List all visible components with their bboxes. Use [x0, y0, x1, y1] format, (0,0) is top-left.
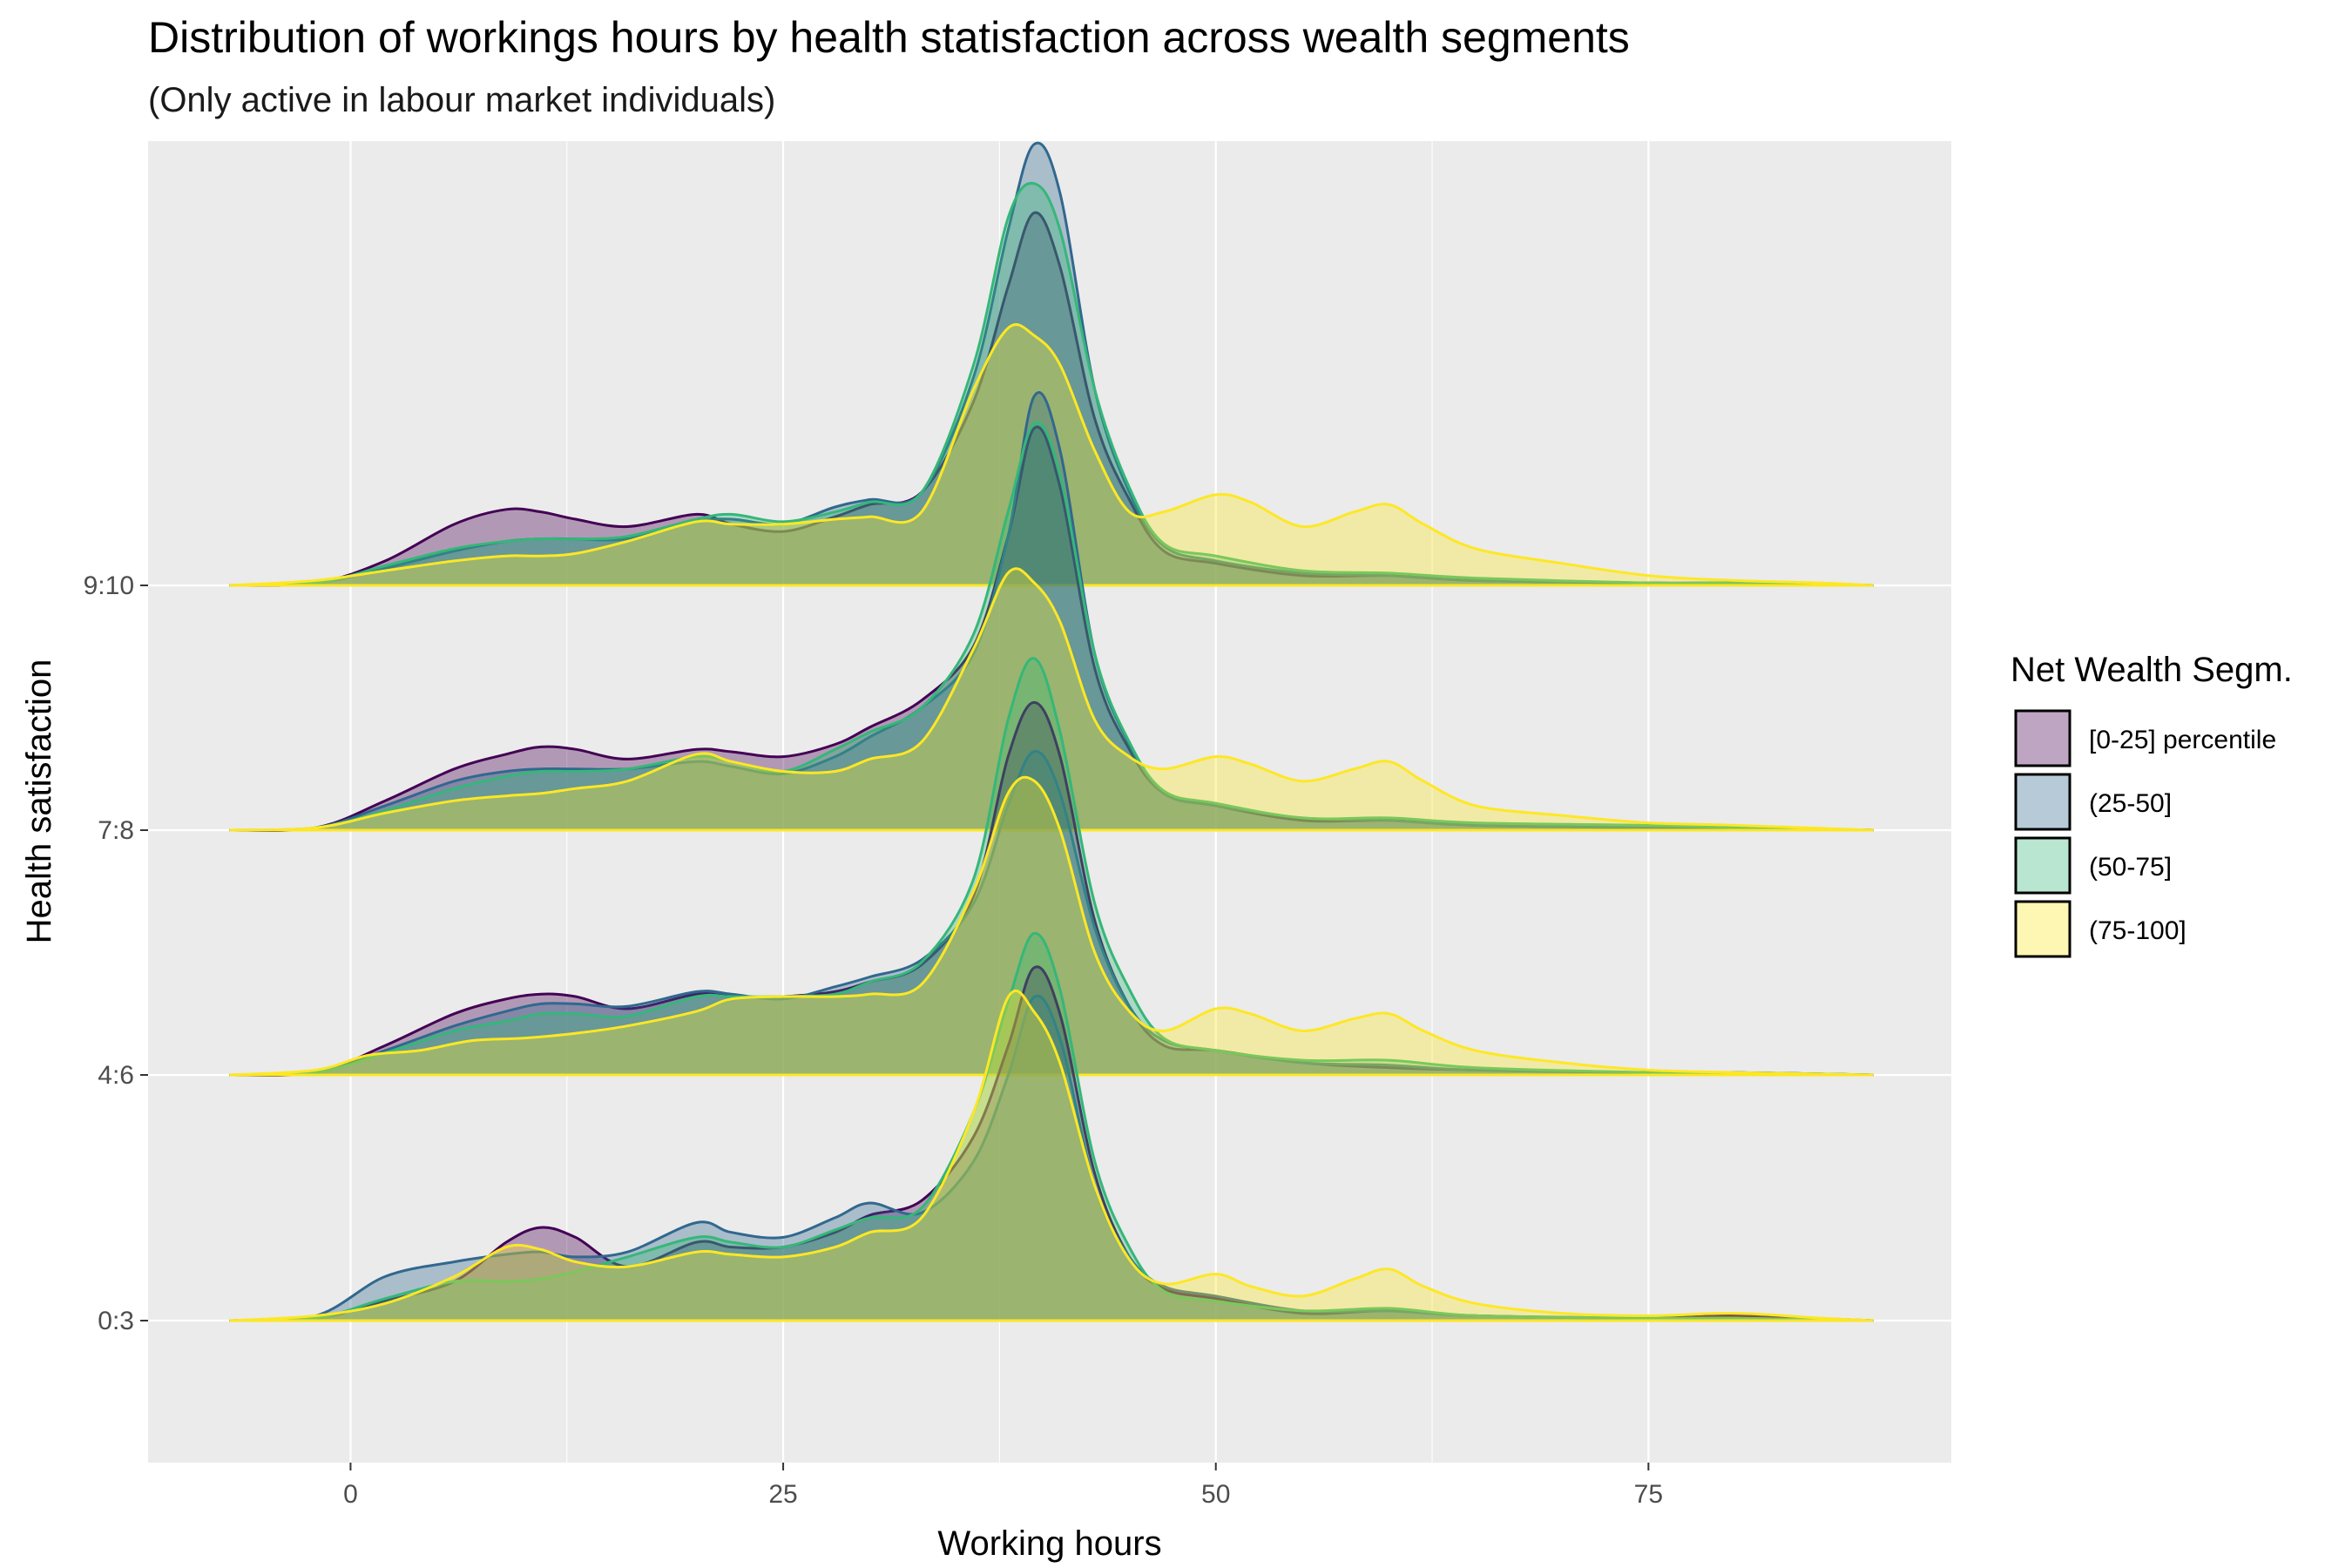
ridge-group-4-6 [229, 657, 1874, 1078]
ridge-group-0-3 [229, 931, 1874, 1322]
legend-key-bg [2014, 835, 2072, 896]
chart-subtitle: (Only active in labour market individual… [148, 81, 775, 119]
ridge-area [229, 143, 1874, 586]
ridge-line [229, 994, 1874, 1322]
legend-label: (50-75] [2089, 853, 2172, 882]
x-axis-title: Working hours [937, 1524, 1161, 1563]
x-tick-label: 0 [343, 1480, 358, 1509]
ridges [229, 141, 1874, 1322]
legend-title: Net Wealth Segm. [2011, 651, 2293, 689]
ridge-line [229, 567, 1874, 832]
ridge-area [229, 427, 1874, 831]
ridge-area [229, 213, 1874, 586]
y-tick-label: 7:8 [98, 816, 134, 845]
x-tick-label: 50 [1201, 1480, 1230, 1509]
ridge-line [229, 700, 1874, 1078]
ridge-area [229, 183, 1874, 585]
legend-swatch [2014, 773, 2072, 831]
ridge-line [229, 775, 1874, 1077]
legend: Net Wealth Segm. [0-25] percentile (25-50… [2011, 651, 2293, 959]
y-axis-title: Health satisfaction [20, 659, 58, 944]
ridge-line [229, 181, 1874, 587]
x-tick-label: 75 [1634, 1480, 1663, 1509]
ridge-area [229, 751, 1874, 1076]
chart-title: Distribution of workings hours by health… [148, 13, 1630, 62]
legend-label: [0-25] percentile [2089, 726, 2276, 754]
ridge-area [229, 990, 1874, 1321]
y-tick-label: 4:6 [98, 1061, 134, 1090]
ridge-line [229, 391, 1874, 832]
legend-swatch [2014, 836, 2072, 895]
ridge-line [229, 931, 1874, 1322]
ridge-area [229, 966, 1874, 1321]
legend-key-bg [2014, 899, 2072, 959]
ridge-area [229, 933, 1874, 1321]
legend-swatch [2014, 900, 2072, 958]
y-tick-label: 0:3 [98, 1307, 134, 1335]
x-axis-ticks: 0 25 50 75 [343, 1463, 1663, 1509]
ridge-area [229, 702, 1874, 1076]
legend-keys: [0-25] percentile (25-50] (50-75] (75-100] [2014, 708, 2276, 959]
ridge-area [229, 777, 1874, 1075]
y-axis-ticks: 0:3 4:6 7:8 9:10 [84, 571, 148, 1335]
legend-key-bg [2014, 708, 2072, 768]
legend-label: (75-100] [2089, 916, 2186, 945]
y-tick-label: 9:10 [84, 571, 134, 600]
ridge-area [229, 658, 1874, 1076]
ridge-line [229, 989, 1874, 1322]
ridge-area [229, 422, 1874, 830]
ridge-line [229, 323, 1874, 587]
ridge-area [229, 392, 1874, 831]
ridge-line [229, 750, 1874, 1077]
ridge-area [229, 996, 1874, 1321]
legend-swatch [2014, 709, 2072, 767]
x-tick-label: 25 [768, 1480, 797, 1509]
legend-key-bg [2014, 772, 2072, 832]
legend-label: (25-50] [2089, 789, 2172, 818]
ridge-line [229, 657, 1874, 1077]
ridge-line [229, 421, 1874, 832]
